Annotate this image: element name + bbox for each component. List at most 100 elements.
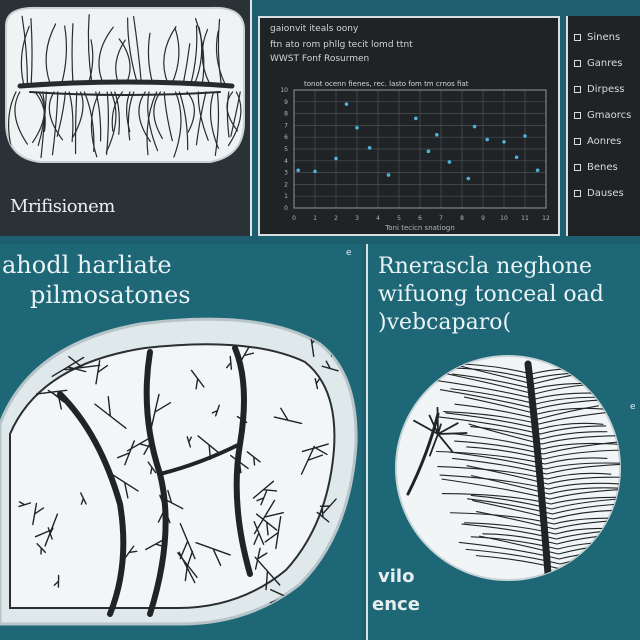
legend-item: Ganres (574, 50, 631, 76)
x-tick-label: 9 (481, 215, 485, 222)
y-tick-label: 6 (284, 134, 288, 141)
y-tick-label: 7 (284, 122, 288, 129)
vein-line (539, 425, 607, 435)
vein-line (190, 25, 198, 85)
scatter-point (502, 140, 506, 144)
x-tick-label: 11 (521, 215, 529, 222)
vein-branch (325, 573, 340, 585)
vein-line (470, 494, 553, 510)
vein-branch (64, 355, 101, 371)
chart-grid (293, 89, 547, 209)
bottom-left-subtitle: pilmosatones (30, 281, 191, 309)
legend-panel: Sinens Ganres Dirpess Gmaorcs Aonres Benes Dau… (566, 16, 640, 236)
vein-line (451, 367, 533, 380)
vein-line (450, 388, 537, 405)
scatter-point (355, 125, 359, 130)
vein-line (555, 528, 620, 540)
vein-line (163, 91, 173, 142)
vein-line (201, 28, 211, 85)
vein-branch (314, 377, 320, 390)
vein-branch (123, 545, 138, 560)
specimen-panel-bottom-right (366, 244, 640, 640)
vein-line (14, 91, 28, 145)
vein-branch (53, 574, 60, 588)
vein-line (445, 412, 541, 430)
specimen-body (5, 6, 245, 163)
vein-line (549, 488, 620, 500)
vein-line (68, 91, 74, 143)
vein-branch (147, 461, 157, 475)
x-tick-label: 7 (439, 215, 443, 222)
legend-item: Dauses (574, 180, 631, 206)
vein-line (95, 91, 102, 142)
vein-line (545, 462, 620, 470)
legend-label: Dauses (587, 187, 624, 199)
vein-line (441, 493, 552, 505)
vein-line (546, 472, 612, 480)
legend-bullet-icon (574, 111, 581, 119)
vein-branch (319, 498, 337, 514)
vein-line (20, 25, 30, 85)
vein-line (21, 15, 28, 85)
vein-line (449, 512, 555, 525)
vein-line (439, 474, 550, 490)
legend-label: Gmaorcs (587, 109, 632, 121)
vein-line (550, 496, 620, 505)
vein-branch (110, 473, 139, 499)
vein-branch (35, 389, 68, 403)
vein-branch (301, 443, 329, 456)
vein-line (466, 446, 545, 460)
vein-branch (230, 454, 249, 474)
x-tick-label: 1 (313, 215, 317, 222)
vein-branch (32, 502, 45, 526)
vein-branch (186, 436, 193, 448)
vein-line (543, 449, 620, 460)
vein-line (173, 91, 182, 158)
y-tick-label: 4 (284, 158, 288, 165)
vein-line (197, 91, 209, 141)
vein-line (226, 91, 239, 132)
vein-branch (94, 395, 127, 429)
y-tick-label: 2 (284, 181, 288, 188)
vein-line (472, 500, 554, 520)
vein-line (74, 91, 78, 155)
legend-label: Benes (587, 161, 618, 173)
legend-label: Sinens (587, 31, 621, 43)
specimen-illustration-top (5, 6, 245, 163)
x-tick-label: 3 (355, 215, 359, 222)
chart-subtitle: ftn ato rom phllg tecit lomd ttnt (270, 40, 413, 50)
vein-branch (253, 499, 284, 535)
x-tick-label: 4 (376, 215, 380, 222)
vein-line (437, 416, 542, 435)
vein-line (443, 411, 540, 425)
vein-line (215, 30, 226, 85)
vein-line (51, 91, 59, 156)
vein-line (132, 15, 142, 85)
vein-line (553, 517, 620, 525)
vein-branch (437, 433, 453, 452)
vein-line (178, 91, 189, 151)
vein-line (468, 423, 543, 445)
x-tick-label: 12 (542, 215, 550, 222)
vein-line (470, 425, 542, 440)
vein-line (114, 91, 120, 135)
vein-line (45, 23, 57, 85)
scatter-point (514, 155, 519, 160)
vein-branch (36, 543, 47, 555)
vein-branch (190, 369, 205, 390)
vein-line (547, 476, 620, 485)
vein-line (453, 433, 544, 450)
scatter-point (386, 173, 391, 177)
vein-line (186, 91, 195, 133)
vein-line (30, 18, 33, 85)
scatter-point (344, 102, 349, 106)
vein-branch (150, 393, 172, 431)
vein-branch (225, 355, 233, 370)
vein-branch (159, 489, 184, 510)
scatter-point (485, 137, 489, 142)
vein-line (475, 555, 562, 570)
vein-line (56, 91, 66, 137)
vein-line (461, 523, 557, 540)
vein-line (548, 487, 620, 495)
y-tick-label: 9 (284, 99, 288, 106)
